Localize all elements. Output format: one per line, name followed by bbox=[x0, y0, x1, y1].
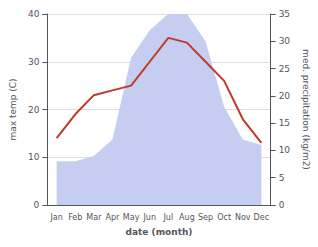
svg-text:10: 10 bbox=[28, 152, 40, 162]
svg-text:date (month): date (month) bbox=[126, 227, 193, 237]
svg-text:Feb: Feb bbox=[68, 213, 82, 222]
svg-text:Dec: Dec bbox=[254, 213, 269, 222]
svg-text:20: 20 bbox=[28, 105, 40, 115]
svg-text:0: 0 bbox=[34, 200, 40, 210]
svg-text:Jan: Jan bbox=[49, 213, 62, 222]
svg-text:Oct: Oct bbox=[217, 213, 231, 222]
svg-text:Apr: Apr bbox=[106, 213, 121, 222]
svg-text:May: May bbox=[123, 213, 140, 222]
svg-text:10: 10 bbox=[279, 145, 291, 155]
svg-text:40: 40 bbox=[28, 9, 40, 19]
svg-text:Jun: Jun bbox=[142, 213, 156, 222]
svg-text:Sep: Sep bbox=[198, 213, 213, 222]
svg-text:35: 35 bbox=[279, 9, 290, 19]
svg-text:Aug: Aug bbox=[179, 213, 195, 222]
svg-text:Jul: Jul bbox=[162, 213, 173, 222]
svg-text:30: 30 bbox=[279, 36, 291, 46]
svg-text:20: 20 bbox=[279, 91, 291, 101]
svg-text:med. precipitation (kg/m2): med. precipitation (kg/m2) bbox=[301, 49, 311, 170]
svg-text:15: 15 bbox=[279, 118, 290, 128]
svg-text:30: 30 bbox=[28, 57, 40, 67]
svg-text:25: 25 bbox=[279, 64, 290, 74]
svg-text:0: 0 bbox=[279, 200, 285, 210]
svg-text:5: 5 bbox=[279, 173, 285, 183]
svg-text:Nov: Nov bbox=[235, 213, 251, 222]
svg-text:max temp (C): max temp (C) bbox=[8, 78, 18, 140]
svg-text:Mar: Mar bbox=[86, 213, 102, 222]
